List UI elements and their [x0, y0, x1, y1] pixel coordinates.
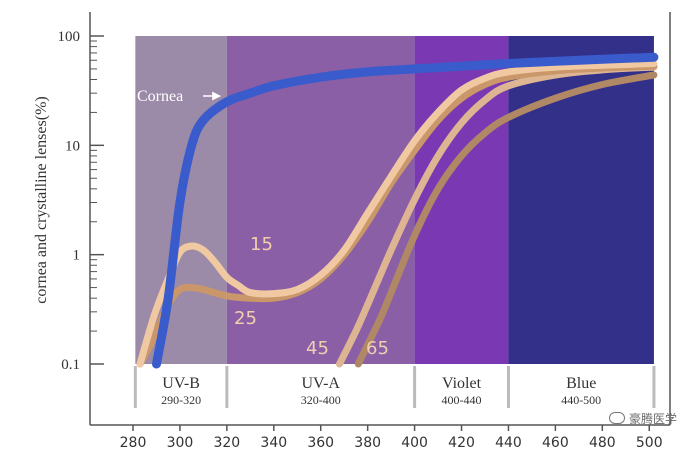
y-tick-label-100: 100	[58, 29, 81, 45]
x-tick-label-400: 400	[401, 435, 428, 451]
band-label-3: Blue	[566, 375, 596, 392]
series-label-45: 45	[306, 338, 329, 359]
y-tick-label-0.1: 0.1	[61, 357, 80, 373]
band-label-1: UV-A	[301, 375, 340, 392]
x-tick-label-340: 340	[260, 435, 287, 451]
band-range-label-2: 400-440	[442, 393, 482, 407]
x-tick-label-460: 460	[542, 435, 569, 451]
band-3	[508, 36, 654, 364]
watermark-text: 豪腾医学	[628, 412, 677, 426]
x-tick-label-360: 360	[307, 435, 334, 451]
x-tick-label-380: 380	[354, 435, 381, 451]
series-line-15	[136, 60, 658, 368]
y-tick-label-1: 1	[73, 248, 81, 264]
wechat-icon	[608, 412, 625, 424]
x-tick-label-420: 420	[448, 435, 475, 451]
band-range-label-0: 290-320	[161, 393, 201, 407]
watermark: 豪腾医学	[608, 410, 677, 427]
x-tick-label-480: 480	[589, 435, 616, 451]
x-tick-label-280: 280	[120, 435, 147, 451]
band-label-2: Violet	[442, 375, 482, 392]
y-axis-label: cornea and crystalline lenses(%)	[33, 96, 50, 303]
series-label-25: 25	[234, 308, 257, 329]
series-line-cornea	[152, 52, 659, 369]
series-label-15: 15	[250, 234, 273, 255]
series-line-45	[336, 63, 658, 368]
series-label-65: 65	[366, 338, 389, 359]
x-tick-label-500: 500	[636, 435, 663, 451]
band-range-label-1: 320-400	[301, 393, 341, 407]
band-range-label-3: 440-500	[561, 393, 601, 407]
x-tick-label-320: 320	[213, 435, 240, 451]
x-tick-label-300: 300	[167, 435, 194, 451]
series-line-65	[354, 71, 658, 368]
y-tick-label-10: 10	[65, 138, 80, 154]
series-label-cornea: Cornea	[137, 88, 183, 105]
x-tick-label-440: 440	[495, 435, 522, 451]
band-label-0: UV-B	[162, 375, 200, 392]
